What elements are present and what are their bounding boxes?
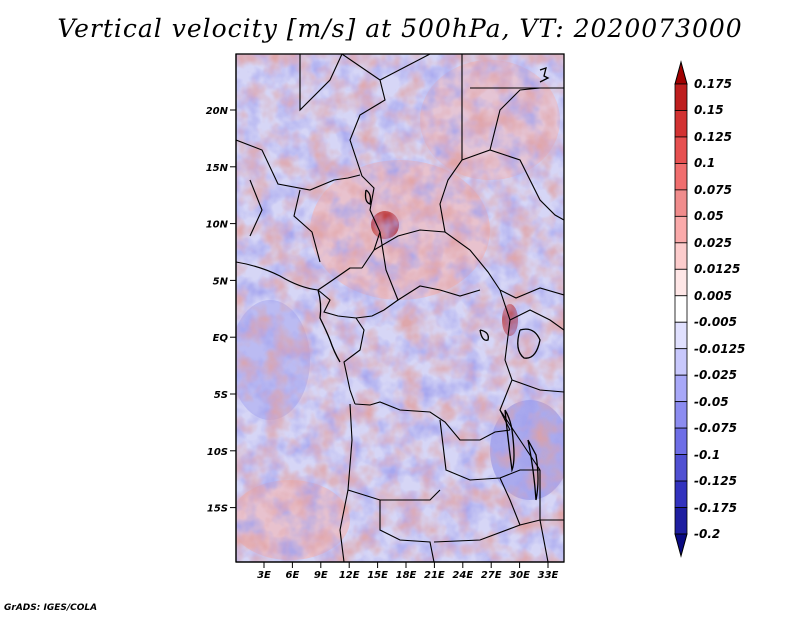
colorbar-segment (674, 401, 688, 429)
lat-tick-label: 15N (206, 163, 229, 174)
lat-tick-label: 5S (214, 390, 228, 401)
coastlines-lakes (317, 67, 550, 501)
colorbar-segment (674, 242, 688, 270)
colorbar-label: -0.2 (694, 527, 721, 541)
colorbar-segment (674, 480, 688, 508)
colorbar-label: -0.05 (694, 394, 729, 409)
lat-axis: 20N 15N 10N 5N EQ 5S 10S 15S (206, 54, 237, 562)
colorbar-segment (674, 374, 688, 403)
lon-axis: 3E 6E 9E 12E 15E 18E 21E 24E 27E 30E 33E (236, 561, 564, 581)
colorbar-label: -0.125 (694, 474, 737, 489)
colorbar-segment (674, 427, 688, 455)
lon-tick-label: 15E (367, 570, 388, 581)
lon-tick-label: 33E (538, 570, 559, 581)
colorbar-label: -0.005 (694, 315, 737, 330)
lat-tick-label: 10N (206, 220, 229, 231)
lon-tick-label: 30E (509, 570, 530, 581)
vertical-velocity-field (236, 54, 564, 562)
colorbar-label: -0.075 (694, 421, 737, 436)
colorbar-label: 0.075 (694, 182, 732, 197)
colorbar-label: -0.025 (694, 368, 737, 383)
colorbar-segment (674, 507, 688, 535)
colorbar-label: -0.175 (694, 500, 737, 515)
colorbar-bottom-arrow (674, 533, 688, 558)
colorbar-segment (674, 83, 688, 111)
colorbar-segment (674, 136, 688, 164)
colorbar (674, 60, 688, 558)
colorbar-label: 0.1 (694, 156, 716, 171)
country-borders (236, 54, 564, 562)
colorbar-segment (674, 215, 688, 244)
colorbar-label: 0.0125 (694, 262, 741, 277)
colorbar-segment (674, 189, 688, 217)
colorbar-top-arrow (674, 60, 688, 85)
plot-frame (235, 53, 565, 563)
colorbar-segment (674, 454, 688, 482)
colorbar-label: 0.005 (694, 288, 732, 303)
lon-tick-label: 18E (396, 570, 417, 581)
colorbar-segment (674, 110, 688, 138)
lat-tick-label: 15S (207, 504, 228, 515)
lon-tick-label: 12E (339, 570, 360, 581)
colorbar-label: 0.025 (694, 235, 732, 250)
lon-tick-label: 21E (424, 570, 445, 581)
colorbar-segment (674, 321, 688, 350)
lat-tick-label: 5N (213, 276, 229, 287)
colorbar-segment (674, 163, 688, 191)
colorbar-label: 0.15 (694, 103, 724, 118)
lon-tick-label: 27E (481, 570, 502, 581)
colorbar-label: 0.125 (694, 129, 732, 144)
colorbar-label: -0.0125 (694, 341, 746, 356)
lat-tick-label: EQ (213, 333, 229, 344)
colorbar-segment (674, 295, 688, 323)
colorbar-label: -0.1 (694, 447, 721, 462)
lon-tick-label: 24E (452, 570, 473, 581)
colorbar-segment (674, 348, 688, 376)
colorbar-label: 0.175 (694, 77, 732, 91)
lon-tick-label: 6E (286, 570, 300, 581)
plot-title: Vertical velocity [m/s] at 500hPa, VT: 2… (57, 14, 743, 43)
colorbar-label: 0.05 (694, 209, 724, 224)
colorbar-segment (674, 268, 688, 297)
lon-tick-label: 9E (314, 570, 328, 581)
grads-credit: GrADS: IGES/COLA (4, 603, 98, 613)
lon-tick-label: 3E (257, 570, 271, 581)
lat-tick-label: 20N (206, 106, 229, 117)
lat-tick-label: 10S (207, 447, 228, 458)
